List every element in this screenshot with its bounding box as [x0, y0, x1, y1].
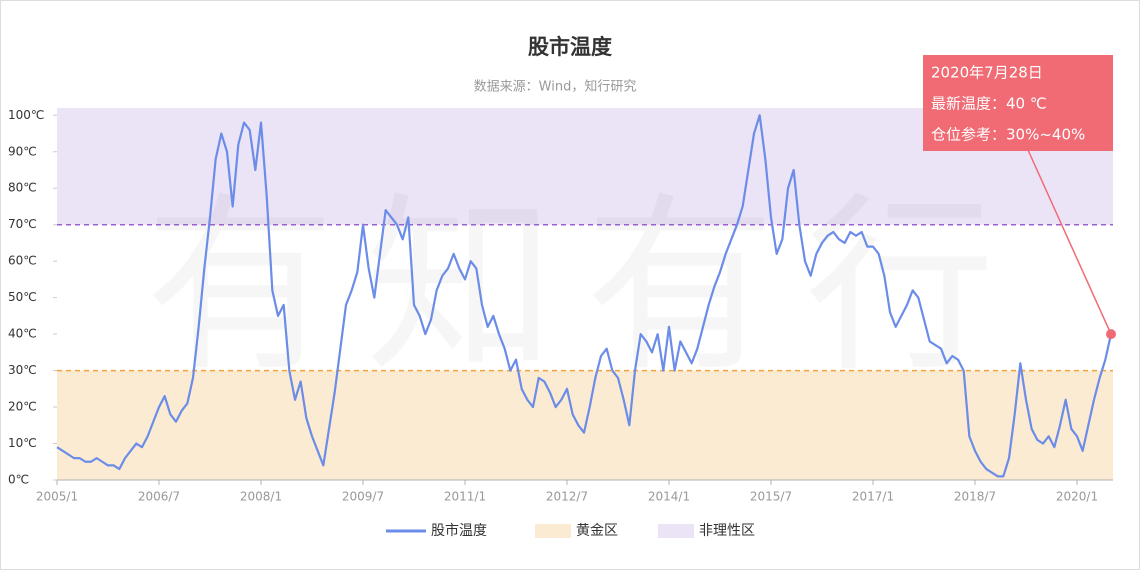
y-tick-label: 10℃ [8, 436, 37, 450]
y-tick-label: 40℃ [8, 327, 37, 341]
y-tick-label: 90℃ [8, 144, 37, 158]
y-tick-label: 100℃ [8, 108, 44, 122]
x-tick-label: 2005/1 [36, 490, 78, 504]
y-tick-label: 70℃ [8, 217, 37, 231]
y-tick-label: 20℃ [8, 400, 37, 414]
x-tick-label: 2008/1 [240, 490, 282, 504]
y-tick-label: 50℃ [8, 290, 37, 304]
legend-label: 股市温度 [431, 522, 487, 539]
plot-background: 有知有行 [57, 108, 1113, 480]
latest-point [1106, 329, 1116, 340]
x-tick-label: 2009/7 [342, 490, 384, 504]
x-tick-label: 2015/7 [750, 490, 792, 504]
legend-label: 黄金区 [576, 522, 618, 539]
annotation-box [923, 55, 1113, 151]
legend-swatch [658, 524, 694, 538]
annotation-text: 仓位参考：30%~40% [931, 126, 1085, 144]
x-tick-label: 2012/7 [546, 490, 588, 504]
y-tick-label: 80℃ [8, 181, 37, 195]
x-tick-label: 2018/7 [954, 490, 996, 504]
chart-title: 股市温度 [528, 35, 612, 59]
annotation-pointer [1027, 149, 1112, 335]
chart-subtitle: 数据来源：Wind，知行研究 [474, 79, 637, 95]
line-series [56, 114, 1113, 478]
x-tick-label: 2006/7 [138, 490, 180, 504]
x-tick-label: 2020/1 [1056, 490, 1098, 504]
y-tick-label: 60℃ [8, 254, 37, 268]
legend-swatch [535, 524, 571, 538]
x-tick-label: 2011/1 [444, 490, 486, 504]
annotation-text: 2020年7月28日 [931, 64, 1043, 82]
x-tick-label: 2014/1 [648, 490, 690, 504]
x-tick-label: 2017/1 [852, 490, 894, 504]
y-tick-label: 30℃ [8, 363, 37, 377]
watermark: 有知有行 [145, 176, 1025, 397]
legend-label: 非理性区 [699, 523, 755, 539]
y-tick-label: 0℃ [8, 473, 29, 487]
annotation-text: 最新温度：40 ℃ [931, 95, 1047, 113]
